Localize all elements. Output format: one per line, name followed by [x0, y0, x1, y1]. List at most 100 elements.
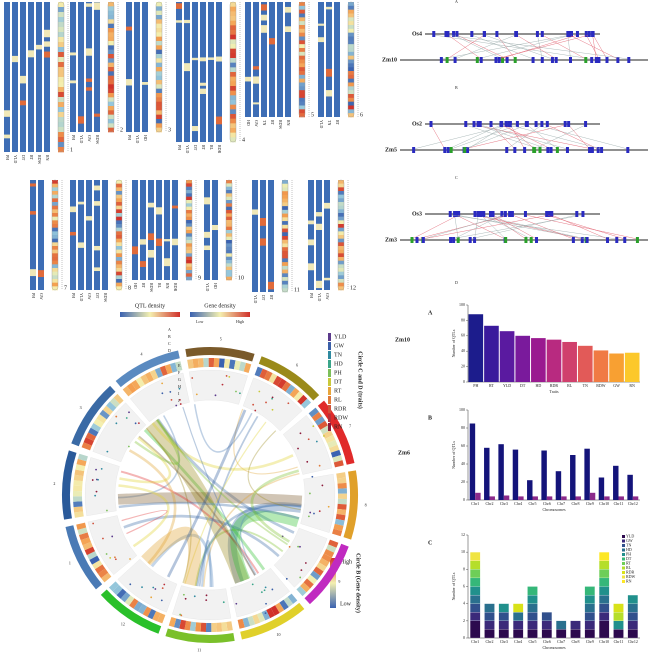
maize-gene [463, 147, 467, 153]
maize-gene [415, 237, 419, 243]
qtl-stripe [184, 63, 190, 72]
qtl-stripe [253, 66, 259, 70]
track-bg [273, 527, 328, 588]
ideogram-cell [156, 6, 162, 11]
bar-segment [599, 594, 610, 604]
rice-gene [563, 121, 567, 127]
rice-gene [448, 211, 452, 217]
ideogram-cell [299, 63, 305, 68]
ideogram-cell [52, 257, 58, 261]
y-tick-label: 80 [461, 317, 465, 322]
qtl-stripe [94, 2, 100, 10]
gene-density-cell [73, 480, 83, 487]
ideogram-cell [58, 97, 64, 103]
ideogram-cell [58, 22, 64, 28]
gene-legend-bar [330, 558, 336, 608]
link-ribbon [118, 501, 300, 520]
synteny-link [455, 214, 506, 240]
gene-density-cell [86, 551, 98, 560]
rice-gene [515, 121, 519, 127]
ideogram-cell [116, 268, 122, 272]
ideogram-cell [58, 42, 64, 48]
ideogram-cell [116, 187, 122, 192]
qtl-stripe [78, 242, 84, 248]
track-dot [309, 511, 312, 514]
ideogram-cell [282, 247, 288, 252]
ideogram-cell [226, 250, 232, 254]
qtl-stripe [268, 281, 274, 290]
bar-segment [484, 612, 495, 621]
track-dot [311, 475, 314, 478]
ideogram-cell [226, 210, 232, 214]
gene-density-cell [74, 469, 85, 477]
qtl-stripe [316, 223, 322, 230]
ideogram-cell [58, 102, 64, 108]
maize-gene [410, 237, 414, 243]
gene-density-cell [184, 620, 192, 631]
ideogram-cell [186, 223, 192, 227]
x-tick-label: TN [583, 383, 588, 388]
synteny-link [527, 124, 558, 150]
ideogram-cell [108, 80, 114, 85]
qtl-stripe [94, 201, 100, 206]
trait-swatch [328, 360, 331, 368]
ideogram-cell [116, 213, 122, 217]
qtl-column [268, 180, 274, 292]
qtl-stripe [70, 206, 76, 213]
bar-segment [613, 603, 624, 613]
ideogram-cell [230, 58, 236, 63]
track-dot [134, 422, 137, 425]
ideogram-cell [156, 54, 162, 59]
gene-density-cell [333, 523, 344, 532]
qtl-stripe [184, 19, 190, 24]
x-tick-label: PH [473, 383, 478, 388]
ring-label: F [178, 370, 181, 375]
maize-gene [501, 57, 505, 63]
gene-density-cell [81, 442, 92, 451]
link-ribbon [233, 408, 298, 475]
gene-density-cell [332, 528, 343, 537]
ideogram-cell [282, 209, 288, 214]
gene-density-cell [337, 493, 347, 500]
gene-density-cell [336, 472, 346, 479]
ideogram-cell [348, 51, 354, 56]
ring-label: A [168, 327, 171, 332]
y-tick-label: 20 [461, 364, 465, 369]
track-dot [300, 569, 303, 571]
maize-gene [505, 147, 509, 153]
ideogram-cell [108, 75, 114, 81]
gene-density-cell [135, 377, 145, 388]
circos-chromosome-label: 6 [296, 363, 298, 368]
qtl-stripe [38, 270, 44, 278]
ideogram-cell [108, 106, 114, 111]
qtl-density-label: QTL density [135, 303, 165, 309]
gene-density-cell [131, 379, 141, 391]
ideogram-cell [186, 263, 192, 267]
synteny-link [490, 214, 527, 240]
chromosome-number: 11 [294, 287, 300, 293]
gene-density-cell [252, 614, 261, 625]
legend-label: RDR [626, 569, 635, 574]
ideogram-cell [226, 273, 232, 277]
synteny-link [450, 214, 617, 240]
y-tick-label: 6 [463, 583, 465, 588]
trait-legend: DT [334, 379, 342, 385]
qtl-column [78, 180, 84, 290]
rice-gene [454, 211, 458, 217]
ideogram-cell [186, 200, 192, 204]
circos-chromosome-label: 9 [338, 579, 340, 584]
track-bg [230, 567, 290, 618]
gene-density-cell [281, 381, 291, 392]
bar-segment [627, 594, 638, 604]
track-dot [299, 576, 302, 579]
chromosome-number: 6 [360, 112, 363, 118]
qtl-stripe [172, 238, 178, 246]
bar-segment [498, 620, 509, 630]
x-tick-label: Chr2 [486, 501, 494, 506]
ideogram-cell [282, 217, 288, 222]
ideogram-cell [230, 90, 236, 96]
maize-gene [504, 237, 508, 243]
link-ribbon [120, 470, 260, 574]
qtl-column [156, 180, 162, 280]
bar [518, 496, 524, 500]
